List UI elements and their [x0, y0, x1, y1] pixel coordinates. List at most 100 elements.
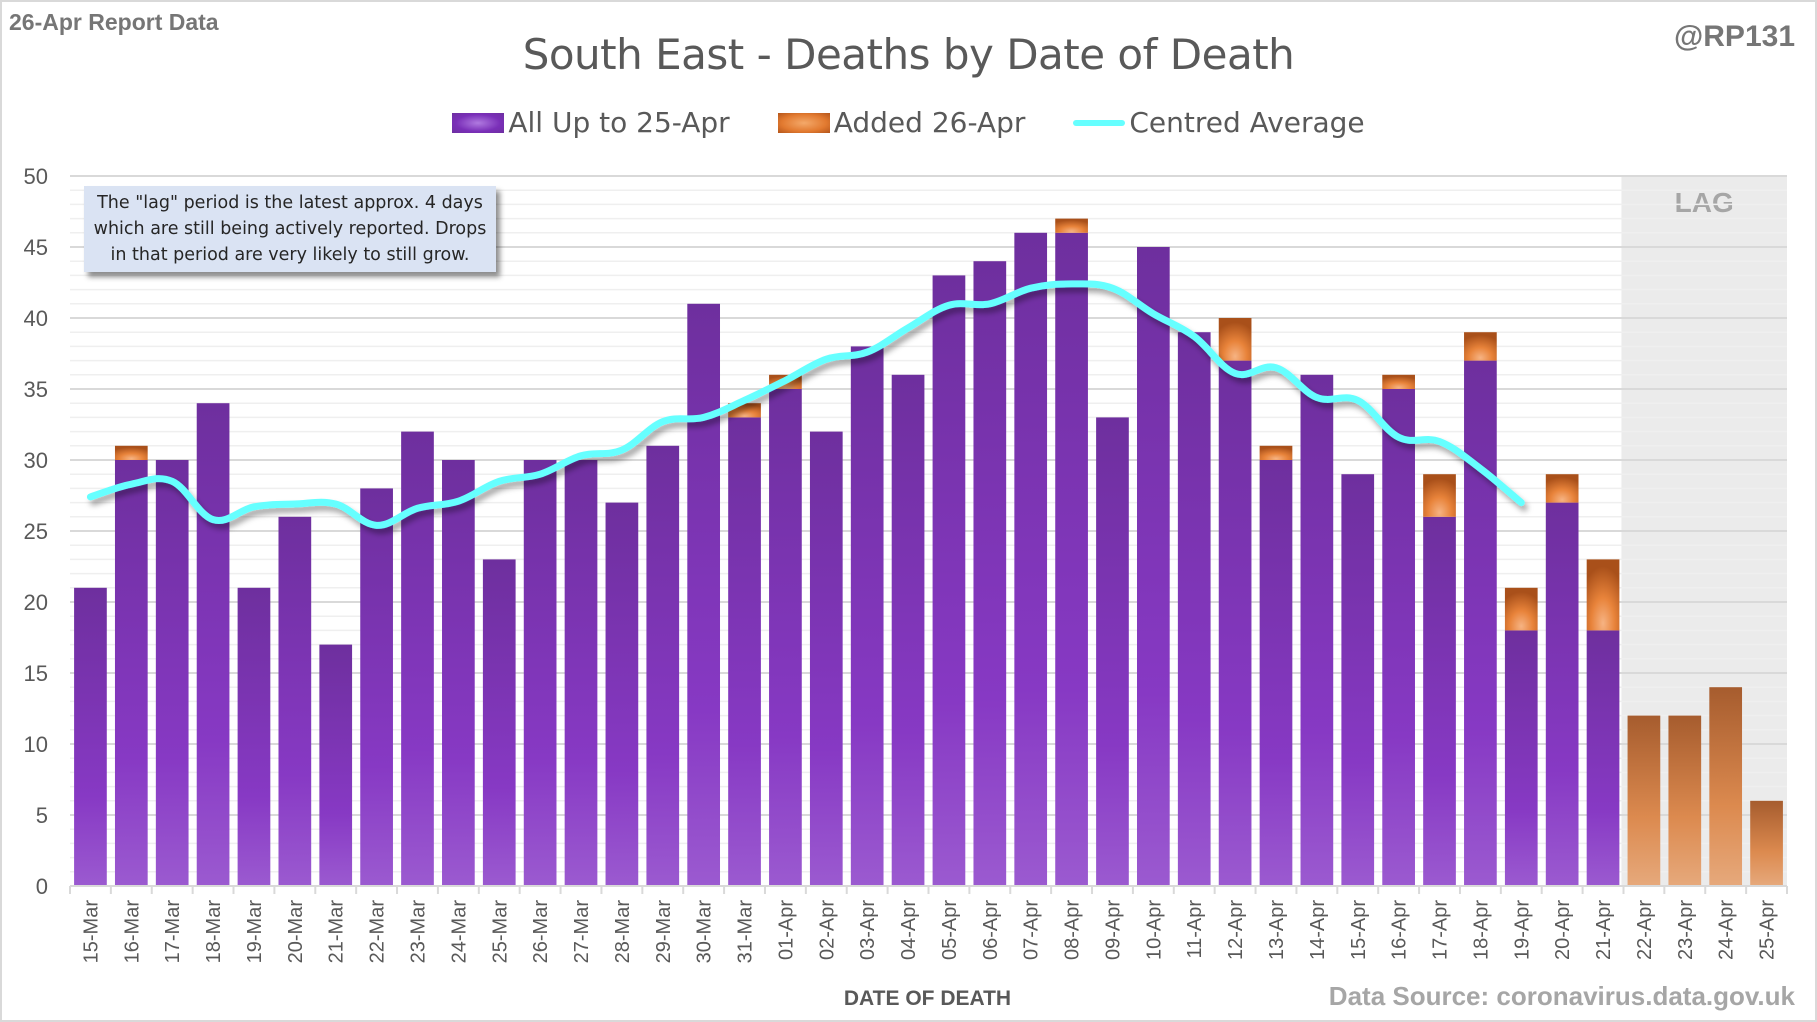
x-tick-label: 12-Apr: [1225, 900, 1247, 960]
bar-all-up-to: [809, 431, 843, 886]
y-tick-label: 35: [24, 377, 48, 402]
bar-all-up-to: [237, 587, 271, 886]
x-tick-label: 15-Mar: [80, 900, 102, 964]
legend-item-added: Added 26-Apr: [777, 106, 1026, 139]
x-tick-label: 02-Apr: [816, 900, 838, 960]
x-tick-label: 05-Apr: [939, 900, 961, 960]
bar-all-up-to: [932, 275, 966, 886]
x-tick-label: 09-Apr: [1102, 900, 1124, 960]
x-tick-label: 22-Apr: [1634, 900, 1656, 960]
legend-item-centred-average: Centred Average: [1073, 106, 1365, 139]
legend-label: All Up to 25-Apr: [508, 106, 730, 139]
bar-all-up-to: [1218, 360, 1252, 887]
bar-all-up-to: [74, 587, 107, 886]
x-tick-label: 07-Apr: [1021, 900, 1043, 960]
legend: All Up to 25-Apr Added 26-Apr Centred Av…: [0, 106, 1817, 139]
bar-all-up-to: [319, 644, 353, 886]
x-tick-label: 30-Mar: [694, 900, 716, 964]
bar-all-up-to: [687, 303, 721, 886]
x-tick-label: 21-Mar: [326, 900, 348, 964]
x-tick-label: 23-Mar: [407, 900, 429, 964]
bar-all-up-to: [1136, 247, 1170, 886]
legend-swatch-line: [1073, 119, 1126, 126]
x-tick-label: 24-Apr: [1716, 900, 1738, 960]
y-tick-label: 20: [24, 590, 48, 615]
bar-all-up-to: [1055, 232, 1088, 887]
bar-all-up-to: [1382, 389, 1415, 886]
report-date-label: 26-Apr Report Data: [9, 9, 219, 35]
y-tick-label: 10: [24, 732, 48, 757]
chart-title: South East - Deaths by Date of Death: [522, 30, 1295, 79]
legend-item-all-up-to: All Up to 25-Apr: [452, 106, 730, 139]
legend-label: Centred Average: [1129, 106, 1365, 139]
bar-all-up-to: [1014, 232, 1048, 887]
x-tick-label: 23-Apr: [1675, 900, 1697, 960]
bar-all-up-to: [278, 516, 312, 886]
legend-label: Added 26-Apr: [833, 106, 1026, 139]
x-tick-label: 27-Mar: [571, 900, 593, 964]
bar-all-up-to: [442, 460, 475, 886]
y-tick-label: 45: [24, 235, 48, 260]
x-tick-label: 03-Apr: [857, 900, 879, 960]
y-tick-label: 50: [24, 164, 48, 189]
bar-all-up-to: [1259, 460, 1293, 886]
x-tick-label: 14-Apr: [1307, 900, 1329, 960]
x-tick-label: 28-Mar: [612, 900, 634, 964]
x-tick-label: 16-Apr: [1389, 900, 1411, 960]
bar-all-up-to: [973, 261, 1007, 886]
bar-added: [1586, 559, 1620, 631]
bar-all-up-to: [891, 374, 925, 886]
bar-all-up-to: [1545, 502, 1579, 886]
bar-added: [1750, 800, 1783, 886]
bar-added: [114, 445, 148, 460]
lag-label: LAG: [1675, 187, 1734, 218]
bar-all-up-to: [605, 502, 639, 886]
bar-all-up-to: [114, 460, 148, 886]
data-source-label: Data Source: coronavirus.data.gov.uk: [1328, 981, 1795, 1011]
lag-explanation-note: The "lag" period is the latest approx. 4…: [84, 186, 496, 272]
bar-added: [1709, 687, 1743, 886]
x-tick-label: 11-Apr: [1184, 900, 1206, 959]
x-tick-label: 29-Mar: [653, 900, 675, 964]
bar-all-up-to: [728, 417, 761, 886]
bar-all-up-to: [1300, 374, 1334, 886]
y-tick-label: 15: [24, 661, 48, 686]
x-tick-label: 17-Apr: [1430, 900, 1452, 960]
bar-added: [1545, 474, 1579, 503]
centred-average-line: [86, 280, 1525, 529]
bar-added: [1259, 445, 1293, 460]
x-tick-label: 19-Mar: [244, 900, 266, 964]
bar-all-up-to: [1464, 360, 1497, 887]
bar-all-up-to: [850, 346, 884, 886]
bar-all-up-to: [1177, 332, 1211, 886]
bar-all-up-to: [1423, 516, 1456, 886]
x-tick-label: 19-Apr: [1511, 900, 1533, 960]
bar-all-up-to: [482, 559, 516, 886]
y-tick-label: 5: [36, 803, 48, 828]
x-tick-label: 10-Apr: [1143, 900, 1165, 960]
x-tick-label: 26-Mar: [530, 900, 552, 964]
bar-added: [1627, 715, 1661, 886]
bar-all-up-to: [360, 488, 393, 886]
x-tick-label: 13-Apr: [1266, 900, 1288, 960]
bar-added: [1504, 587, 1538, 631]
bar-all-up-to: [1341, 474, 1375, 886]
x-tick-label: 06-Apr: [980, 900, 1002, 960]
bar-all-up-to: [769, 389, 802, 886]
x-tick-label: 25-Mar: [489, 900, 511, 964]
bar-all-up-to: [155, 460, 189, 886]
x-tick-label: 01-Apr: [775, 900, 797, 960]
x-tick-label: 24-Mar: [448, 900, 470, 964]
y-tick-label: 0: [36, 874, 48, 899]
y-tick-label: 25: [24, 519, 48, 544]
bar-all-up-to: [196, 403, 230, 886]
bar-added: [1218, 318, 1252, 361]
bar-added: [1423, 474, 1456, 517]
x-tick-label: 15-Apr: [1348, 900, 1370, 960]
y-tick-label: 40: [24, 306, 48, 331]
x-tick-label: 22-Mar: [367, 900, 389, 964]
x-tick-label: 08-Apr: [1062, 900, 1084, 960]
author-handle: @RP131: [1674, 20, 1795, 53]
bar-all-up-to: [1586, 630, 1620, 886]
x-tick-label: 04-Apr: [898, 900, 920, 960]
